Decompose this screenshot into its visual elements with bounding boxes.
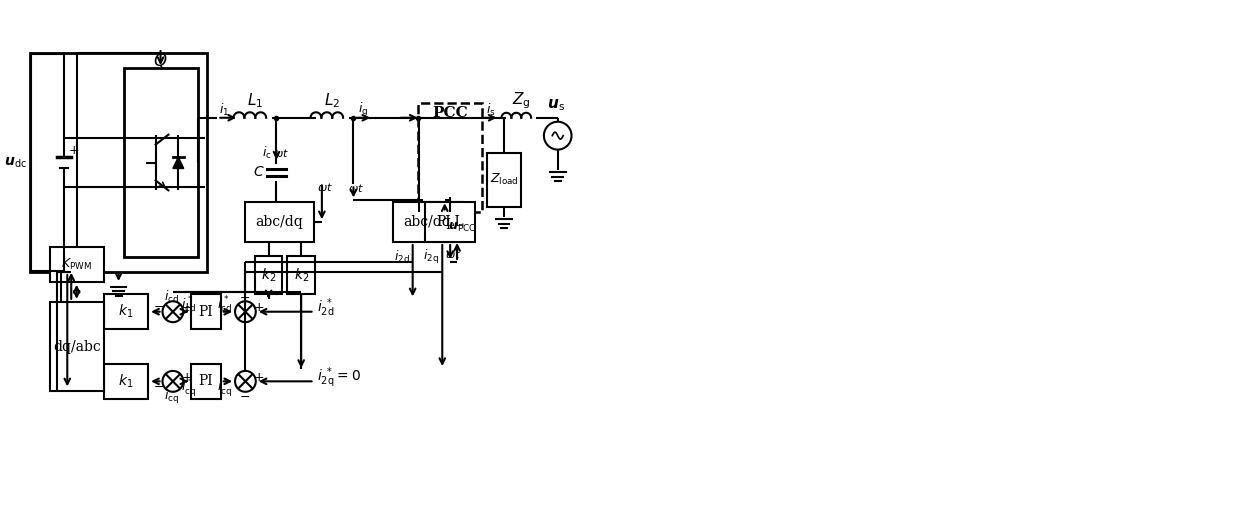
Bar bbox=[50, 302, 104, 391]
Circle shape bbox=[236, 301, 255, 322]
Bar bbox=[425, 202, 475, 242]
Text: $i_1$: $i_1$ bbox=[219, 102, 229, 118]
Bar bbox=[246, 202, 314, 242]
Text: $\bfit{u}_\mathrm{dc}$: $\bfit{u}_\mathrm{dc}$ bbox=[4, 155, 27, 170]
Text: $i_\mathrm{cq}^*$: $i_\mathrm{cq}^*$ bbox=[217, 377, 232, 399]
Text: $i_\mathrm{s}$: $i_\mathrm{s}$ bbox=[486, 102, 496, 118]
Text: $L_1$: $L_1$ bbox=[247, 92, 263, 110]
Bar bbox=[418, 103, 482, 212]
Bar bbox=[191, 294, 221, 329]
Text: dq/abc: dq/abc bbox=[53, 340, 100, 354]
Text: $i_\mathrm{cd}^*$: $i_\mathrm{cd}^*$ bbox=[217, 295, 232, 315]
Bar bbox=[30, 53, 207, 272]
Text: $\omega t$: $\omega t$ bbox=[317, 181, 332, 193]
Circle shape bbox=[236, 371, 255, 392]
Text: $L_2$: $L_2$ bbox=[324, 92, 340, 110]
Bar bbox=[124, 68, 197, 257]
Text: $i_\mathrm{cq}^*$: $i_\mathrm{cq}^*$ bbox=[181, 377, 196, 399]
Text: $+$: $+$ bbox=[181, 371, 192, 384]
Text: $k_1$: $k_1$ bbox=[118, 303, 134, 321]
Text: $i_\mathrm{2q}$: $i_\mathrm{2q}$ bbox=[423, 248, 439, 266]
Text: abc/dq: abc/dq bbox=[255, 215, 304, 229]
Circle shape bbox=[162, 371, 184, 392]
Text: PLL: PLL bbox=[436, 215, 464, 229]
Text: $+$: $+$ bbox=[253, 301, 264, 314]
Text: abc/dq: abc/dq bbox=[403, 215, 451, 229]
Text: $\omega t$: $\omega t$ bbox=[348, 183, 365, 194]
Text: $i_\mathrm{c}$: $i_\mathrm{c}$ bbox=[262, 145, 272, 161]
Text: $Q$: $Q$ bbox=[154, 51, 167, 70]
Text: PI: PI bbox=[198, 305, 213, 318]
Text: $+$: $+$ bbox=[253, 371, 264, 384]
Text: $Z_\mathrm{g}$: $Z_\mathrm{g}$ bbox=[512, 90, 531, 111]
Text: $i_\mathrm{cd}$: $i_\mathrm{cd}$ bbox=[165, 289, 180, 306]
Polygon shape bbox=[172, 157, 184, 169]
Text: $i_\mathrm{2d}$: $i_\mathrm{2d}$ bbox=[394, 249, 409, 265]
Bar bbox=[486, 153, 521, 207]
Bar bbox=[104, 294, 149, 329]
Text: $\omega t$: $\omega t$ bbox=[273, 147, 289, 159]
Text: $K_\mathrm{PWM}$: $K_\mathrm{PWM}$ bbox=[61, 257, 92, 272]
Text: PI: PI bbox=[198, 374, 213, 388]
Bar bbox=[288, 256, 315, 294]
Bar bbox=[254, 256, 283, 294]
Text: $i_\mathrm{2d}^{\ *}$: $i_\mathrm{2d}^{\ *}$ bbox=[317, 296, 335, 319]
Bar bbox=[191, 364, 221, 399]
Text: $i_\mathrm{cq}$: $i_\mathrm{cq}$ bbox=[165, 388, 180, 406]
Text: $\bfit{u}_\mathrm{PCC}$: $\bfit{u}_\mathrm{PCC}$ bbox=[448, 221, 476, 234]
Circle shape bbox=[544, 121, 572, 149]
Text: $-$: $-$ bbox=[239, 390, 250, 403]
Text: $i_\mathrm{2q}^{\ *}=0$: $i_\mathrm{2q}^{\ *}=0$ bbox=[317, 365, 361, 390]
Bar bbox=[104, 364, 149, 399]
Text: $-$: $-$ bbox=[153, 380, 164, 393]
Text: $\omega t$: $\omega t$ bbox=[445, 248, 461, 260]
Circle shape bbox=[162, 301, 184, 322]
Text: $+$: $+$ bbox=[181, 301, 192, 314]
Bar bbox=[393, 202, 463, 242]
Bar bbox=[50, 247, 104, 282]
Text: $i_\mathrm{g}$: $i_\mathrm{g}$ bbox=[358, 101, 368, 119]
Text: $-$: $-$ bbox=[239, 291, 250, 304]
Text: $k_2$: $k_2$ bbox=[260, 266, 277, 284]
Text: $C$: $C$ bbox=[253, 165, 264, 179]
Text: $+$: $+$ bbox=[68, 144, 79, 157]
Text: PCC: PCC bbox=[432, 106, 467, 120]
Text: $\bfit{u}_\mathrm{s}$: $\bfit{u}_\mathrm{s}$ bbox=[547, 97, 564, 113]
Text: $-$: $-$ bbox=[153, 300, 164, 313]
Text: $k_1$: $k_1$ bbox=[118, 373, 134, 390]
Text: $i_\mathrm{cd}^*$: $i_\mathrm{cd}^*$ bbox=[181, 295, 196, 315]
Text: $Z_\mathrm{load}$: $Z_\mathrm{load}$ bbox=[490, 172, 518, 188]
Text: $k_2$: $k_2$ bbox=[294, 266, 309, 284]
